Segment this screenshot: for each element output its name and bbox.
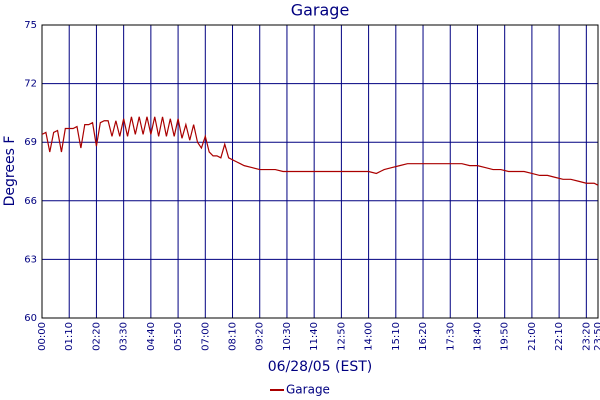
x-tick-label: 10:30 [282,322,293,351]
x-tick-label: 08:10 [228,322,239,351]
x-tick-label: 01:10 [64,322,75,351]
x-tick-label: 18:40 [472,322,483,351]
x-tick-label: 15:10 [391,322,402,351]
x-tick-label: 17:30 [445,322,456,351]
x-tick-label: 07:00 [200,322,211,351]
x-tick-label: 02:20 [91,322,102,351]
y-tick-label: 72 [24,79,37,90]
y-tick-label: 63 [24,254,37,265]
x-tick-label: 23:20 [581,322,592,351]
x-tick-label: 23:50 [593,322,600,351]
x-axis-label: 06/28/05 (EST) [268,359,373,375]
x-tick-label: 00:00 [37,322,48,351]
x-tick-label: 09:20 [255,322,266,351]
x-tick-label: 05:50 [173,322,184,351]
chart-title: Garage [291,1,350,20]
x-tick-label: 14:00 [364,322,375,351]
x-tick-label: 16:20 [418,322,429,351]
x-tick-label: 19:50 [500,322,511,351]
x-tick-label: 12:50 [336,322,347,351]
legend-label: Garage [286,383,330,397]
y-tick-label: 60 [24,313,37,324]
x-tick-label: 21:00 [527,322,538,351]
y-tick-label: 69 [24,137,37,148]
y-tick-label: 75 [24,20,37,31]
x-tick-label: 04:40 [146,322,157,351]
x-tick-label: 11:40 [309,322,320,351]
y-axis-label: Degrees F [2,136,18,207]
x-tick-label: 22:10 [554,322,565,351]
y-tick-label: 66 [24,196,37,207]
x-tick-label: 03:30 [119,322,130,351]
plot-border [41,24,599,319]
data-line [41,116,599,186]
